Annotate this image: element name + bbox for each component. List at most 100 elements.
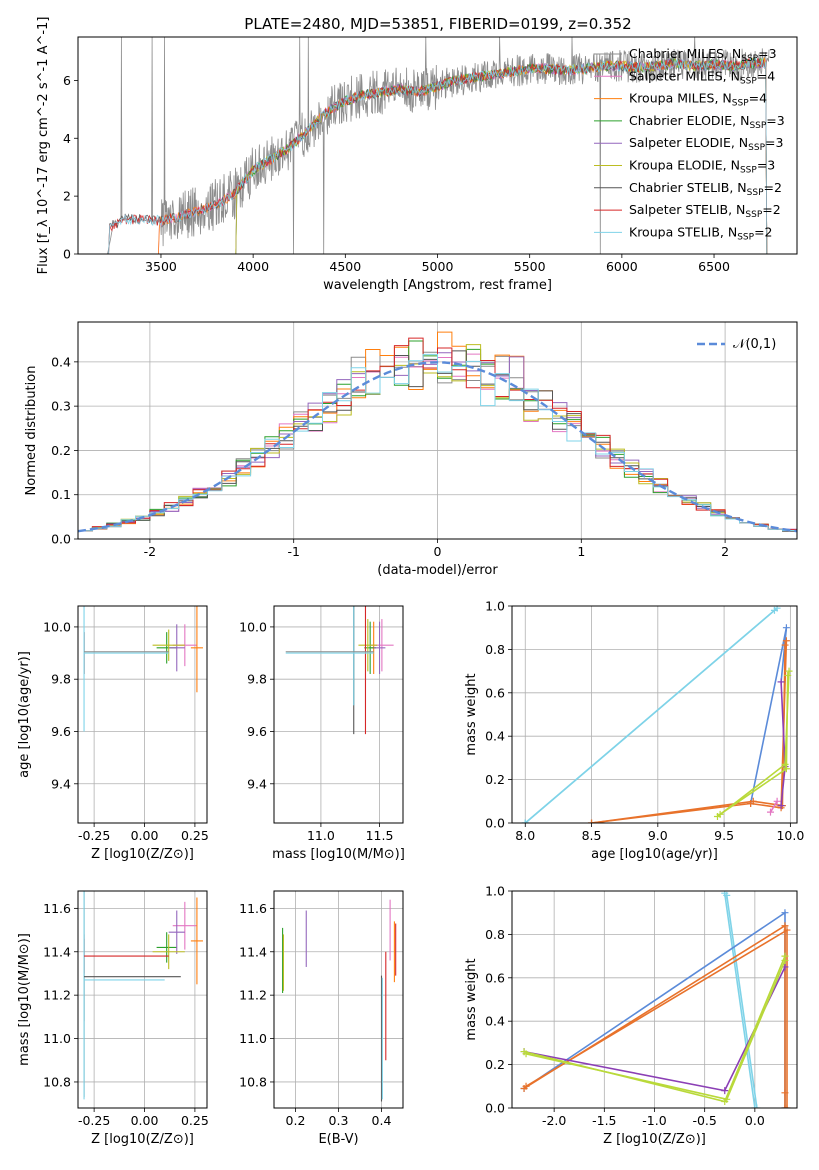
y-tick-label: 0.6 <box>485 970 505 985</box>
y-tick-label: 6 <box>63 73 71 88</box>
x-tick-label: 1 <box>577 544 585 559</box>
weight-series-line <box>523 924 786 1108</box>
y-tick-label: 11.6 <box>239 901 267 916</box>
legend-entry: Kroupa ELODIE, NSSP=3 <box>629 158 775 176</box>
y-tick-label: 11.2 <box>43 988 71 1003</box>
y-axis-label: mass [log10(M/M⊙)] <box>17 933 32 1066</box>
y-tick-label: 11.2 <box>239 988 267 1003</box>
x-tick-label: 0.25 <box>181 1113 209 1128</box>
x-tick-label: -0.25 <box>78 1113 110 1128</box>
weight-lines <box>521 606 793 823</box>
weight-point-marker <box>773 797 781 805</box>
y-axis-label: age [log10(age/yr)] <box>17 651 32 778</box>
x-axis-label: mass [log10(M/M⊙)] <box>272 847 405 862</box>
weight-point-marker <box>784 671 792 679</box>
legend-entry: Salpeter STELIB, NSSP=2 <box>629 202 781 220</box>
y-tick-label: 0.3 <box>51 399 71 414</box>
weight-point-marker <box>781 641 789 649</box>
y-tick-label: 10.8 <box>239 1074 267 1089</box>
y-tick-label: 1.0 <box>485 884 505 899</box>
errorbar-points <box>83 891 203 1100</box>
y-tick-label: 0.0 <box>485 1101 505 1116</box>
y-tick-label: 9.6 <box>51 724 71 739</box>
x-tick-label: -2 <box>144 544 156 559</box>
x-tick-label: 0.25 <box>181 828 209 843</box>
weight-point-marker <box>588 819 596 823</box>
errorbar-points <box>282 899 397 1102</box>
y-tick-label: 0.0 <box>51 532 71 547</box>
legend-entry: 𝒩(0,1) <box>733 337 776 352</box>
panel-age_vs_Z: -0.25 0.00 0.25 9.4 9.6 9.8 10.0 Z [log10(Z/Z⊙)… <box>17 605 209 862</box>
x-tick-label: 6000 <box>606 259 638 274</box>
weight-series-line <box>591 645 786 823</box>
spectrum-model-line <box>107 56 768 254</box>
x-tick-label: 4500 <box>329 259 361 274</box>
x-tick-label: 0.3 <box>329 1113 349 1128</box>
x-axis-label: Z [log10(Z/Z⊙)] <box>91 847 194 862</box>
x-axis-label: (data-model)/error <box>377 563 498 578</box>
panel-weights_vs_age: 8.0 8.5 9.0 9.5 10.0 0.0 0.2 0.4 0.6 0.8 1.0 age [l… <box>464 599 804 863</box>
weight-point-marker <box>777 802 785 810</box>
x-axis-label: wavelength [Angstrom, rest frame] <box>323 278 552 293</box>
weight-point-marker <box>781 760 789 768</box>
weight-point-marker <box>781 1104 789 1108</box>
x-tick-label: -0.5 <box>692 1113 716 1128</box>
x-tick-label: 0.00 <box>131 1113 159 1128</box>
y-tick-label: 9.4 <box>51 776 71 791</box>
weight-point-marker <box>770 606 778 614</box>
panel-age_vs_mass: 11.0 11.5 9.4 9.6 9.8 10.0 mass [log10(M/M⊙)] <box>239 605 405 862</box>
x-tick-label: -1 <box>287 544 299 559</box>
legend-entry: Chabrier MILES, NSSP=3 <box>629 46 777 64</box>
weight-point-marker <box>723 1095 731 1103</box>
panel-residuals: -2 -1 0 1 2 0.0 0.1 0.2 0.3 0.4 (data-model)/error… <box>24 321 798 578</box>
x-tick-label: 9.0 <box>648 828 668 843</box>
weight-point-marker <box>749 797 757 805</box>
y-tick-label: 9.6 <box>247 724 267 739</box>
x-tick-label: 8.0 <box>515 828 535 843</box>
y-tick-label: 0.1 <box>51 487 71 502</box>
weight-point-marker <box>783 1104 791 1108</box>
x-tick-label: 5000 <box>422 259 454 274</box>
weight-point-marker <box>721 1087 729 1095</box>
weight-point-marker <box>782 765 790 773</box>
y-tick-label: 1.0 <box>485 599 505 614</box>
plot-area-spectrum <box>107 37 770 254</box>
x-tick-label: 2 <box>721 544 729 559</box>
weight-point-marker <box>751 1104 759 1108</box>
x-axis-label: E(B-V) <box>318 1132 358 1147</box>
y-tick-label: 0.6 <box>485 685 505 700</box>
x-tick-label: -2.0 <box>542 1113 566 1128</box>
weight-point-marker <box>723 891 731 899</box>
y-axis-label: Normed distribution <box>24 366 39 496</box>
weight-point-marker <box>781 956 789 964</box>
weight-point-marker <box>521 819 529 823</box>
panel-weights_vs_Z: -2.0 -1.5 -1.0 -0.5 0.0 0.0 0.2 0.4 0.6 0.8 1.0 Z [… <box>464 884 798 1147</box>
y-tick-label: 10.0 <box>239 619 267 634</box>
weight-series-line <box>726 895 758 1108</box>
x-tick-label: 0.4 <box>372 1113 392 1128</box>
y-tick-label: 11.0 <box>239 1031 267 1046</box>
spectrum-model-line <box>107 57 768 254</box>
plot-area-age_vs_Z <box>83 606 203 732</box>
x-tick-label: -0.25 <box>78 828 110 843</box>
legend-entry: Kroupa STELIB, NSSP=2 <box>629 224 773 242</box>
x-tick-label: 0 <box>434 544 442 559</box>
x-tick-label: 0.00 <box>131 828 159 843</box>
weight-point-marker <box>753 1104 761 1108</box>
legend-entry: Chabrier ELODIE, NSSP=3 <box>629 113 785 131</box>
x-axis-label: age [log10(age/yr)] <box>591 847 718 862</box>
x-tick-label: -1.5 <box>592 1113 616 1128</box>
y-tick-label: 0.4 <box>485 729 505 744</box>
normal-distribution-curve <box>78 361 797 533</box>
y-tick-label: 2 <box>63 189 71 204</box>
y-tick-label: 11.4 <box>43 944 71 959</box>
plot-area-mass_vs_ebv <box>282 899 397 1102</box>
y-tick-label: 11.0 <box>43 1031 71 1046</box>
weight-point-marker <box>522 1082 530 1090</box>
spectrum-lines <box>107 37 770 254</box>
plot-area-residuals <box>78 331 797 533</box>
y-tick-label: 0.4 <box>51 354 71 369</box>
panel-mass_vs_ebv: 0.2 0.3 0.4 10.8 11.0 11.2 11.4 11.6 E(B-V) <box>239 890 404 1147</box>
weight-point-marker <box>783 926 791 934</box>
